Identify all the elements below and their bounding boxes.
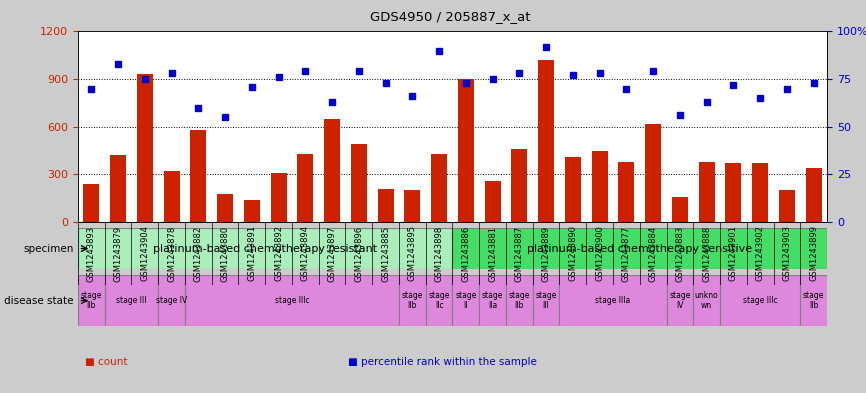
Bar	[533, 275, 559, 326]
Text: stage
IIb: stage IIb	[81, 291, 102, 310]
Bar	[805, 168, 822, 222]
Text: GSM1243889: GSM1243889	[541, 226, 551, 281]
Text: GSM1243883: GSM1243883	[675, 225, 684, 282]
Bar	[800, 275, 827, 326]
Text: specimen: specimen	[23, 244, 74, 253]
Text: GSM1243893: GSM1243893	[87, 226, 96, 281]
Bar	[506, 275, 533, 326]
Text: ■ percentile rank within the sample: ■ percentile rank within the sample	[347, 356, 537, 367]
Bar	[158, 275, 185, 326]
Text: stage
II: stage II	[456, 291, 476, 310]
Bar	[217, 194, 233, 222]
Text: stage IIIc: stage IIIc	[743, 296, 778, 305]
Bar	[458, 79, 474, 222]
Text: ■ count: ■ count	[86, 356, 128, 367]
Text: GSM1243895: GSM1243895	[408, 226, 417, 281]
Bar	[672, 196, 688, 222]
Bar	[538, 60, 554, 222]
Bar	[645, 123, 661, 222]
Text: GSM1243896: GSM1243896	[354, 226, 364, 281]
Text: unkno
wn: unkno wn	[695, 291, 719, 310]
Text: stage
IIc: stage IIc	[429, 291, 449, 310]
Text: GSM1243880: GSM1243880	[221, 226, 229, 281]
Text: GSM1243902: GSM1243902	[756, 226, 765, 281]
Text: stage
IIb: stage IIb	[508, 291, 530, 310]
Bar	[618, 162, 635, 222]
Bar	[270, 173, 287, 222]
Bar	[324, 119, 340, 222]
Text: stage
IV: stage IV	[669, 291, 690, 310]
Text: GSM1243892: GSM1243892	[275, 226, 283, 281]
Text: GSM1243894: GSM1243894	[301, 226, 310, 281]
Text: GSM1243878: GSM1243878	[167, 225, 176, 282]
Text: GSM1243888: GSM1243888	[702, 225, 711, 282]
Bar	[78, 228, 452, 269]
Text: stage
III: stage III	[535, 291, 557, 310]
Bar	[297, 154, 313, 222]
Text: GSM1243884: GSM1243884	[649, 226, 657, 281]
Bar	[404, 190, 420, 222]
Bar	[694, 275, 720, 326]
Text: platinum-based chemotherapy resistant: platinum-based chemotherapy resistant	[153, 244, 378, 253]
Text: GDS4950 / 205887_x_at: GDS4950 / 205887_x_at	[370, 10, 531, 23]
Bar	[565, 157, 581, 222]
Bar	[559, 275, 667, 326]
Bar	[779, 190, 795, 222]
Bar	[511, 149, 527, 222]
Text: GSM1243877: GSM1243877	[622, 225, 630, 282]
Bar	[164, 171, 179, 222]
Text: platinum-based chemotherapy sensitive: platinum-based chemotherapy sensitive	[527, 244, 753, 253]
Text: GSM1243885: GSM1243885	[381, 226, 390, 281]
Bar	[591, 151, 608, 222]
Text: stage III: stage III	[116, 296, 146, 305]
Bar	[667, 275, 694, 326]
Text: GSM1243879: GSM1243879	[113, 226, 123, 281]
Text: GSM1243900: GSM1243900	[595, 226, 604, 281]
Bar	[479, 275, 506, 326]
Bar	[452, 228, 827, 269]
Text: GSM1243890: GSM1243890	[568, 226, 578, 281]
Text: GSM1243882: GSM1243882	[194, 226, 203, 281]
Bar	[137, 74, 152, 222]
Text: GSM1243887: GSM1243887	[515, 225, 524, 282]
Bar	[485, 181, 501, 222]
Text: GSM1243891: GSM1243891	[248, 226, 256, 281]
Text: stage IV: stage IV	[156, 296, 187, 305]
Text: GSM1243899: GSM1243899	[809, 226, 818, 281]
Text: stage
IIb: stage IIb	[402, 291, 423, 310]
Text: GSM1243904: GSM1243904	[140, 226, 149, 281]
Text: GSM1243898: GSM1243898	[435, 226, 443, 281]
Text: GSM1243881: GSM1243881	[488, 226, 497, 281]
Bar	[452, 275, 479, 326]
Bar	[699, 162, 714, 222]
Bar	[378, 189, 394, 222]
Bar	[720, 275, 800, 326]
Bar	[426, 275, 452, 326]
Text: stage
IIb: stage IIb	[803, 291, 824, 310]
Bar	[78, 275, 105, 326]
Bar	[752, 163, 768, 222]
Bar	[399, 275, 426, 326]
Text: stage
IIa: stage IIa	[481, 291, 503, 310]
Bar	[726, 163, 741, 222]
Bar	[110, 155, 126, 222]
Text: stage IIIa: stage IIIa	[596, 296, 630, 305]
Bar	[105, 275, 158, 326]
Text: GSM1243901: GSM1243901	[729, 226, 738, 281]
Text: GSM1243903: GSM1243903	[782, 226, 792, 281]
Text: disease state: disease state	[4, 296, 74, 306]
Bar	[191, 130, 206, 222]
Text: GSM1243886: GSM1243886	[462, 225, 470, 282]
Text: stage IIIc: stage IIIc	[275, 296, 309, 305]
Bar	[431, 154, 447, 222]
Bar	[244, 200, 260, 222]
Bar	[185, 275, 399, 326]
Bar	[351, 144, 367, 222]
Bar	[83, 184, 100, 222]
Text: GSM1243897: GSM1243897	[327, 226, 337, 281]
